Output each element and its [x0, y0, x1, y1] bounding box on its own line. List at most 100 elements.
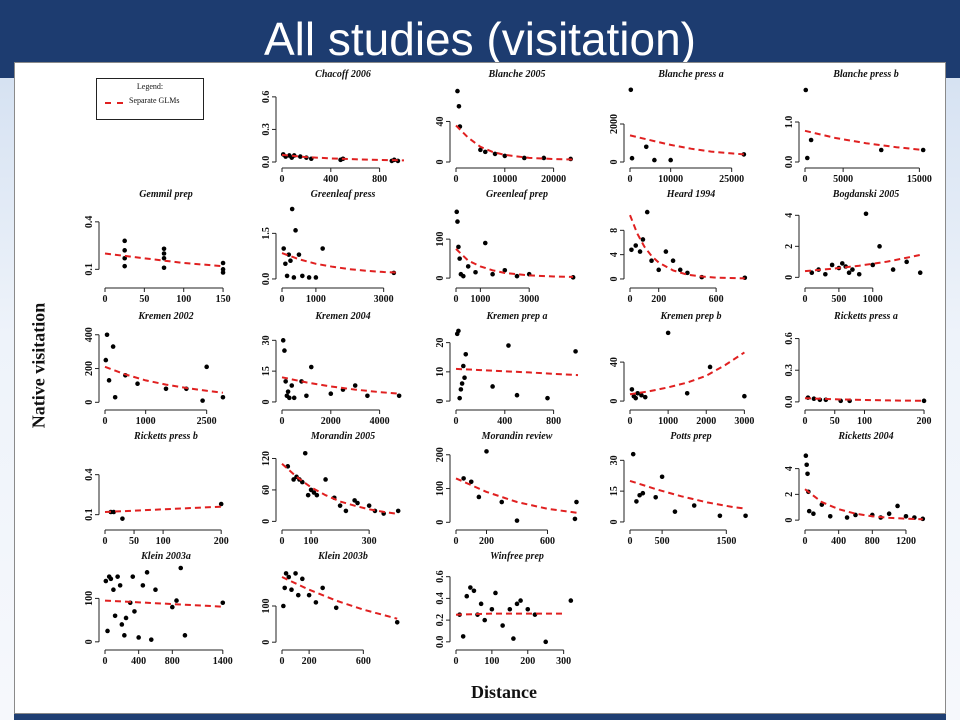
data-point: [628, 87, 634, 93]
data-point: [313, 600, 319, 605]
panel-18: Ricketts 2004 0 400 800 1200 0 2 4: [784, 431, 926, 547]
slide-side-right: [946, 78, 960, 720]
data-point: [846, 270, 852, 275]
panel-17: Potts prep 0 500 1500 0 15 30: [609, 431, 748, 547]
data-point: [161, 265, 167, 271]
data-point: [629, 155, 635, 161]
data-point: [111, 509, 117, 515]
x-tick-label: 200: [917, 416, 932, 427]
data-point: [111, 587, 116, 593]
x-tick-label: 25000: [719, 174, 744, 185]
data-point: [684, 390, 690, 396]
panel-title: Morandin 2005: [310, 431, 375, 442]
data-point: [280, 338, 286, 343]
data-point: [572, 516, 578, 522]
data-point: [803, 87, 809, 93]
x-tick-label: 500: [831, 294, 846, 305]
data-point: [808, 137, 814, 143]
data-point: [220, 270, 226, 275]
y-tick-label: 4: [784, 466, 795, 471]
x-tick-label: 100: [304, 536, 319, 547]
x-tick-label: 100: [484, 656, 499, 667]
panel-title: Chacoff 2006: [315, 69, 371, 80]
data-point: [119, 622, 125, 627]
panel-title: Greenleaf prep: [486, 189, 548, 200]
data-point: [490, 271, 495, 277]
x-tick-label: 1000: [306, 294, 326, 305]
fit-line: [629, 479, 746, 510]
data-point: [136, 635, 141, 640]
x-tick-label: 200: [214, 536, 229, 547]
data-point: [507, 606, 513, 612]
data-point: [352, 383, 358, 388]
y-tick-label: 0.0: [435, 636, 446, 649]
x-tick-label: 0: [454, 416, 459, 427]
data-point: [629, 247, 634, 253]
data-point: [629, 387, 635, 392]
fit-line: [455, 124, 574, 161]
y-tick-label: 15: [261, 366, 272, 376]
data-point: [917, 270, 923, 275]
data-point: [313, 275, 319, 280]
fit-line: [281, 252, 398, 274]
data-point: [850, 267, 855, 272]
data-point: [672, 509, 678, 514]
fit-line: [804, 253, 924, 273]
x-tick-label: 800: [865, 536, 880, 547]
data-point: [283, 261, 288, 267]
panel-title: Potts prep: [670, 431, 711, 442]
data-point: [395, 508, 401, 514]
x-tick-label: 3000: [374, 294, 394, 305]
data-point: [220, 394, 226, 400]
x-tick-label: 2000: [696, 416, 716, 427]
data-point: [844, 515, 850, 520]
panel-title: Winfree prep: [490, 551, 544, 562]
data-point: [506, 343, 511, 348]
data-point: [140, 583, 146, 588]
panel-title: Bogdanski 2005: [832, 189, 899, 200]
y-tick-label: 100: [261, 599, 272, 614]
fit-line: [804, 397, 925, 402]
data-point: [461, 273, 466, 279]
data-point: [122, 263, 127, 269]
x-tick-label: 1500: [716, 536, 736, 547]
data-point: [468, 585, 473, 590]
data-point: [637, 249, 643, 254]
data-point: [308, 364, 314, 370]
panel-title: Klein 2003b: [317, 551, 368, 562]
data-point: [457, 256, 462, 261]
data-point: [218, 501, 224, 507]
x-tick-label: 0: [803, 174, 808, 185]
data-point: [642, 394, 648, 400]
data-point: [668, 157, 673, 163]
x-tick-label: 200: [302, 656, 317, 667]
data-point: [135, 381, 140, 387]
data-point: [920, 147, 926, 153]
x-tick-label: 1000: [658, 416, 678, 427]
fit-line: [629, 214, 745, 280]
data-point: [204, 364, 209, 370]
data-point: [458, 387, 464, 392]
x-tick-label: 0: [280, 536, 285, 547]
data-point: [304, 393, 309, 399]
fit-line: [104, 599, 223, 608]
data-point: [478, 147, 483, 153]
x-tick-label: 150: [216, 294, 231, 305]
y-tick-label: 1.0: [784, 116, 795, 129]
data-point: [484, 449, 489, 454]
data-point: [144, 570, 150, 575]
x-tick-label: 400: [497, 416, 512, 427]
x-tick-label: 800: [165, 656, 180, 667]
y-tick-label: 0.6: [261, 91, 272, 104]
data-point: [514, 601, 520, 607]
x-tick-label: 800: [546, 416, 561, 427]
data-point: [281, 603, 286, 609]
data-point: [652, 157, 657, 163]
data-point: [640, 490, 646, 496]
data-point: [829, 262, 835, 268]
panel-title: Kremen prep a: [485, 311, 547, 322]
fit-line: [629, 134, 744, 156]
fit-line: [281, 153, 405, 162]
data-point: [460, 634, 466, 639]
data-point: [103, 578, 109, 584]
